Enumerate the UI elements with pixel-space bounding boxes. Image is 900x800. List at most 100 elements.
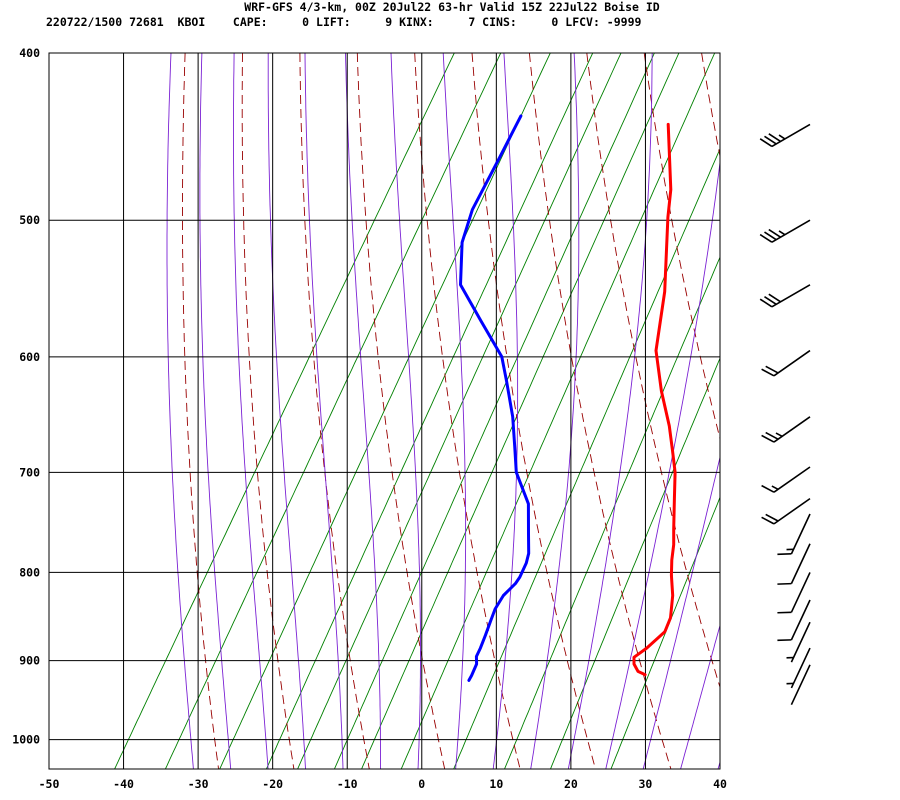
wind-barb-flag (768, 293, 781, 303)
wind-barb-staff (773, 466, 811, 493)
dry-adiabat (701, 53, 720, 159)
y-tick-label: 400 (19, 46, 40, 60)
wind-barb-flag (764, 295, 777, 305)
x-tick-label: -40 (113, 777, 134, 791)
dry-adiabat (816, 53, 900, 769)
wind-barb (777, 599, 811, 642)
wind-barb-staff (771, 123, 811, 148)
wind-barb-staff (790, 513, 811, 555)
wind-barb-flag (765, 513, 779, 522)
wind-barb-staff (790, 572, 811, 613)
chart-title: WRF-GFS 4/3-km, 00Z 20Jul22 63-hr Valid … (244, 0, 659, 14)
wind-barb-half-flag (775, 432, 783, 438)
x-tick-label: -20 (262, 777, 283, 791)
wind-barb (759, 123, 811, 148)
y-tick-label: 500 (19, 213, 40, 227)
wind-barb (777, 572, 811, 614)
mixing-ratio-line (297, 53, 622, 769)
wind-barb-flag (759, 138, 773, 148)
moist-adiabat (199, 53, 232, 769)
dry-adiabat (874, 53, 900, 769)
moist-adiabat (345, 53, 381, 769)
wind-barb-flag (759, 298, 773, 308)
dry-adiabat (241, 53, 295, 769)
plot-frame (48, 52, 721, 770)
chart-subtitle: 220722/1500 72681 KBOI CAPE: 0 LIFT: 9 K… (46, 15, 642, 29)
wind-barb-flag (765, 365, 779, 374)
x-tick-label: -10 (337, 777, 358, 791)
moist-adiabat (530, 53, 580, 769)
moist-adiabat (166, 53, 194, 769)
wind-barb (777, 513, 811, 556)
wind-barb (759, 284, 811, 308)
moist-adiabat (267, 53, 306, 769)
mixing-ratio-line (361, 53, 680, 769)
mixing-ratio-line (610, 496, 720, 769)
dry-adiabat (299, 53, 370, 769)
moist-adiabat (233, 53, 269, 769)
wind-barb-flag (768, 133, 781, 143)
wind-barb-flag (761, 434, 775, 443)
y-tick-label: 600 (19, 350, 40, 364)
mixing-ratio-line (265, 53, 594, 769)
x-tick-label: 30 (639, 777, 653, 791)
wind-barb (761, 349, 811, 377)
dry-adiabat (414, 53, 521, 769)
wind-barb-staff (790, 621, 811, 663)
dry-adiabat (182, 53, 219, 769)
y-tick-label: 1000 (12, 733, 40, 747)
wind-barb-staff (790, 543, 811, 584)
wind-barb-flag (764, 135, 777, 145)
wind-barb-flag (761, 484, 775, 493)
dry-adiabat (356, 53, 446, 769)
moist-adiabat (680, 623, 720, 769)
temperature-profile (632, 122, 677, 677)
wind-barb-staff (790, 599, 811, 641)
dry-adiabat (528, 53, 672, 769)
wind-barb-flag (765, 431, 779, 440)
wind-barb-staff (790, 664, 811, 706)
wind-barb (786, 621, 811, 663)
wind-barb-half-flag (778, 134, 786, 140)
background-lines (114, 53, 900, 769)
wind-barb-flag (761, 516, 775, 525)
grid-lines (48, 52, 721, 769)
wind-barb-flag (768, 228, 781, 238)
x-tick-label: 10 (489, 777, 503, 791)
moist-adiabat (304, 53, 344, 769)
mixing-ratio-line (164, 53, 502, 769)
wind-barb-staff (790, 647, 811, 689)
wind-barb-flag (759, 233, 773, 243)
dry-adiabat (759, 53, 900, 769)
x-tick-label: 0 (418, 777, 425, 791)
dry-adiabat (471, 53, 596, 769)
wind-barb-flag (761, 368, 775, 377)
moist-adiabat (717, 760, 720, 769)
y-tick-label: 800 (19, 565, 40, 579)
wind-barb (761, 416, 811, 443)
wind-barb (790, 664, 811, 706)
axis-tick-labels: -50 -40 -30 -20 -10 0 10 20 30 40 400 500 600 700 800 9… (12, 46, 727, 791)
y-tick-label: 900 (19, 654, 40, 668)
wind-barb-flag (764, 231, 777, 241)
wind-barb-half-flag (771, 485, 779, 491)
x-tick-label: -50 (39, 777, 60, 791)
wind-barb (777, 543, 811, 585)
wind-barbs (759, 123, 811, 706)
mixing-ratio-line (504, 256, 720, 769)
wind-barb-staff (771, 219, 811, 243)
moist-adiabat (390, 53, 421, 769)
wind-barb-staff (773, 497, 811, 525)
moist-adiabat (642, 455, 720, 769)
wind-barb-staff (773, 349, 811, 377)
wind-barb (759, 219, 811, 243)
wind-barb (786, 647, 811, 689)
mixing-ratio-line (400, 53, 716, 769)
wind-barb-staff (773, 416, 811, 443)
mixing-ratio-line (333, 53, 655, 769)
mixing-ratio-line (114, 53, 455, 769)
wind-barb-half-flag (778, 230, 786, 236)
y-tick-label: 700 (19, 465, 40, 479)
x-tick-label: -30 (188, 777, 209, 791)
